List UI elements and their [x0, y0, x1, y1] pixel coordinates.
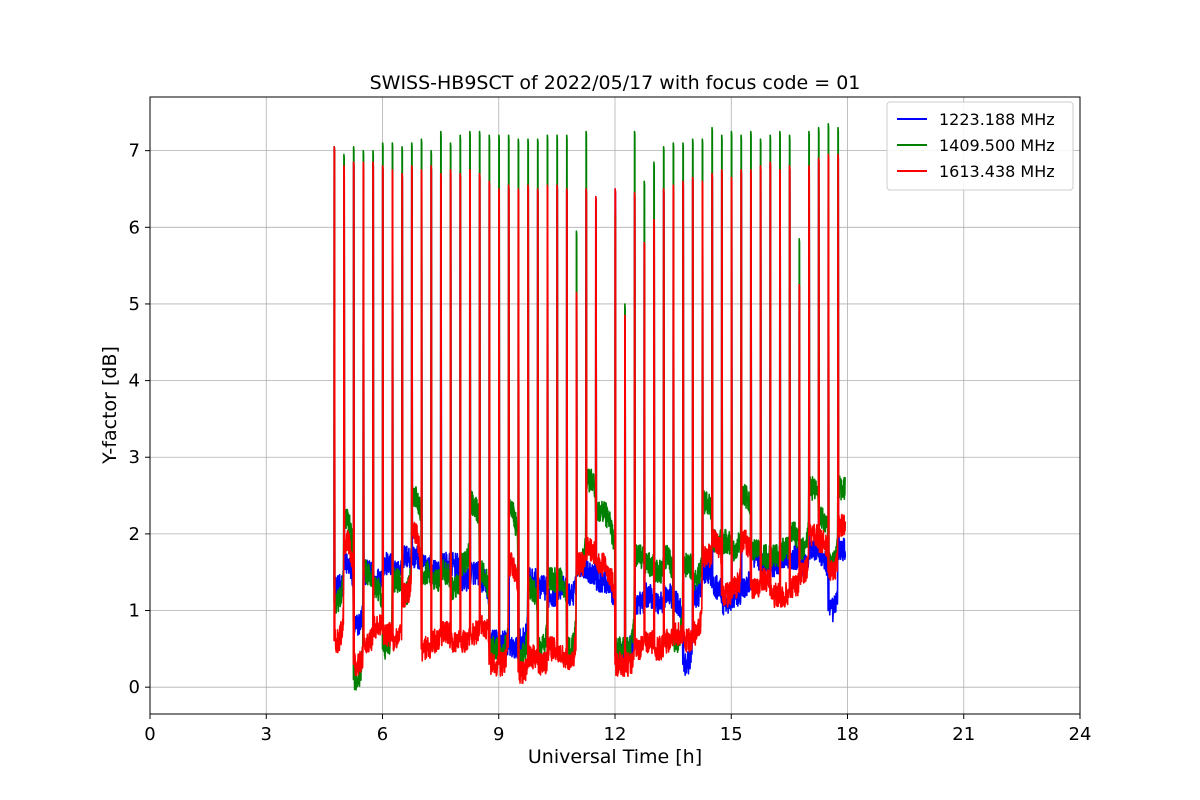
legend-entry: 1223.188 MHz	[939, 110, 1055, 129]
y-tick-label: 4	[129, 371, 140, 392]
plot-area	[333, 123, 847, 691]
y-tick-label: 1	[129, 601, 140, 622]
x-tick-label: 18	[836, 724, 859, 745]
legend-entry: 1409.500 MHz	[939, 136, 1055, 155]
legend-entry: 1613.438 MHz	[939, 162, 1055, 181]
y-tick-label: 6	[129, 217, 140, 238]
chart-title: SWISS-HB9SCT of 2022/05/17 with focus co…	[370, 72, 861, 94]
x-tick-label: 24	[1069, 724, 1092, 745]
y-tick-label: 7	[129, 141, 140, 162]
y-tick-label: 3	[129, 447, 140, 468]
y-tick-label: 0	[129, 677, 140, 698]
y-axis-label: Y-factor [dB]	[99, 346, 121, 465]
x-tick-label: 0	[144, 724, 155, 745]
y-tick-label: 5	[129, 294, 140, 315]
x-tick-label: 15	[720, 724, 743, 745]
x-axis: 0 3 6 9 12 15 18 21 24	[144, 714, 1091, 745]
x-tick-label: 21	[952, 724, 975, 745]
legend-box	[886, 101, 1074, 191]
x-tick-label: 3	[261, 724, 272, 745]
y-tick-label: 2	[129, 524, 140, 545]
x-tick-label: 9	[493, 724, 504, 745]
y-axis: 0 1 2 3 4 5 6 7	[129, 141, 150, 698]
x-tick-label: 12	[604, 724, 627, 745]
x-axis-label: Universal Time [h]	[528, 746, 702, 768]
series-line-3	[333, 146, 847, 685]
x-tick-label: 6	[377, 724, 388, 745]
legend: 1223.188 MHz 1409.500 MHz 1613.438 MHz	[886, 101, 1074, 191]
